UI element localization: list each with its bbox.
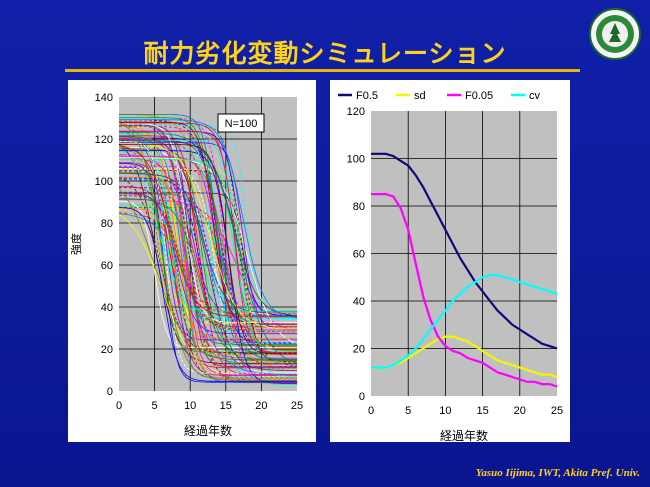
simulation-curve — [119, 142, 298, 330]
simulation-curve — [119, 141, 297, 374]
university-emblem-icon — [589, 8, 641, 60]
simulation-curve — [118, 188, 297, 362]
simulation-curve — [119, 204, 297, 385]
y-tick-label: 20 — [101, 344, 113, 356]
y-tick-label: 140 — [95, 92, 113, 104]
simulation-curve — [118, 162, 297, 376]
simulation-curve — [119, 143, 297, 355]
x-tick-label: 25 — [291, 400, 303, 412]
simulation-curve — [119, 159, 298, 352]
y-tick-label: 20 — [353, 344, 365, 356]
simulation-curve — [118, 133, 297, 319]
annotation-box — [217, 113, 265, 133]
simulation-curve — [118, 212, 297, 316]
y-tick-label: 40 — [353, 296, 365, 308]
slide-title: 耐力劣化変動シミュレーション — [143, 39, 507, 68]
simulation-chart-panel: 0 20 40 60 80 100 120 140 0 5 10 15 20 25 N=100 経過年数… — [68, 80, 316, 442]
x-tick-label: 15 — [220, 400, 232, 412]
x-tick-label: 10 — [184, 400, 196, 412]
y-tick-label: 60 — [101, 260, 113, 272]
y-tick-label: 0 — [107, 386, 113, 398]
series-line-cv — [371, 273, 558, 369]
simulation-curve — [119, 192, 297, 335]
simulation-curve — [119, 130, 297, 353]
x-tick-label: 0 — [116, 400, 122, 412]
simulation-curve — [119, 140, 298, 316]
simulation-curve — [118, 149, 297, 316]
simulation-curve — [119, 117, 297, 344]
simulation-curve — [118, 122, 297, 381]
x-tick-label: 25 — [551, 405, 563, 417]
y-tick-label: 0 — [359, 391, 365, 403]
statistics-chart: 0 20 40 60 80 100 120 0 5 10 15 20 25 F0.5 sd F0.05 cv… — [338, 90, 563, 443]
y-tick-label: 60 — [353, 249, 365, 261]
series-line-F0.5 — [371, 152, 558, 350]
simulation-curve — [119, 165, 297, 324]
simulation-curve — [119, 113, 298, 369]
x-tick-label: 15 — [476, 405, 488, 417]
annotation-label: N=100 — [225, 118, 258, 130]
y-tick-label: 100 — [95, 176, 113, 188]
legend-label: F0.05 — [465, 90, 493, 102]
simulation-curve — [118, 125, 297, 355]
simulation-curve — [119, 125, 297, 368]
legend-label: sd — [414, 90, 426, 102]
simulation-curve — [119, 148, 297, 375]
simulation-curve — [119, 173, 298, 371]
simulation-curve — [119, 156, 297, 331]
simulation-curve — [119, 177, 297, 355]
legend-label: F0.5 — [356, 90, 378, 102]
y-tick-label: 120 — [95, 134, 113, 146]
footer-credit: Yasuo Iijima, IWT, Akita Pref. Univ. — [475, 467, 640, 479]
simulation-curve — [119, 119, 298, 319]
legend-label: cv — [529, 90, 541, 102]
y-tick-label: 120 — [347, 106, 365, 118]
simulation-curve — [118, 200, 297, 349]
x-tick-label: 20 — [514, 405, 526, 417]
x-tick-label: 10 — [439, 405, 451, 417]
simulation-curve — [118, 198, 298, 361]
x-tick-label: 5 — [405, 405, 411, 417]
simulation-curve — [119, 121, 297, 325]
simulation-curve — [119, 124, 298, 320]
simulation-curve — [118, 207, 297, 382]
simulation-curve — [119, 123, 297, 323]
y-tick-label: 40 — [101, 302, 113, 314]
simulation-chart: 0 20 40 60 80 100 120 140 0 5 10 15 20 25 N=100 経過年数… — [69, 92, 303, 438]
y-tick-label: 80 — [353, 201, 365, 213]
simulation-curve — [119, 114, 297, 354]
legend: F0.5 sd F0.05 cv — [338, 90, 541, 102]
x-axis-label: 経過年数 — [184, 423, 232, 438]
simulation-curve — [119, 124, 297, 343]
x-tick-label: 5 — [152, 400, 158, 412]
simulation-curve — [119, 125, 297, 365]
x-tick-label: 0 — [368, 405, 374, 417]
statistics-chart-panel: 0 20 40 60 80 100 120 0 5 10 15 20 25 F0.5 sd F0.05 cv… — [330, 80, 570, 443]
x-tick-label: 20 — [255, 400, 267, 412]
y-tick-label: 100 — [347, 154, 365, 166]
x-axis-label: 経過年数 — [440, 428, 488, 442]
simulation-curve — [119, 157, 298, 344]
y-axis-label: 強度 — [69, 233, 83, 255]
simulation-curve — [118, 122, 297, 333]
simulation-curve — [119, 187, 297, 369]
simulation-curve — [119, 168, 297, 349]
series-line-sd — [371, 335, 558, 379]
title-underline — [65, 69, 580, 72]
simulation-curve — [119, 192, 297, 383]
series-line-F0.05 — [371, 192, 558, 388]
y-tick-label: 80 — [101, 218, 113, 230]
simulation-curve — [119, 143, 298, 330]
simulation-curve — [118, 213, 298, 375]
simulation-curve — [119, 138, 297, 376]
